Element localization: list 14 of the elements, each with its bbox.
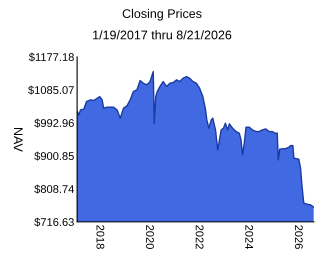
- y-tick-label: $900.85: [34, 152, 74, 161]
- x-tick-label: 2022: [196, 225, 204, 249]
- y-tick-label: $1085.07: [28, 86, 74, 95]
- y-tick-label: $1177.18: [28, 52, 74, 62]
- x-tick-label: 2018: [96, 225, 104, 249]
- x-tick-label: 2020: [146, 225, 154, 249]
- y-axis-title: NAV: [14, 128, 23, 152]
- x-tick-label: 2026: [294, 225, 303, 249]
- x-tick-label: 2024: [245, 225, 254, 250]
- chart-title: Closing Prices: [122, 8, 202, 21]
- y-tick-label: $992.96: [34, 118, 74, 128]
- y-tick-label: $808.74: [34, 184, 74, 194]
- y-tick-label: $716.63: [34, 218, 74, 227]
- chart-subtitle: 1/19/2017 thru 8/21/2026: [93, 30, 232, 40]
